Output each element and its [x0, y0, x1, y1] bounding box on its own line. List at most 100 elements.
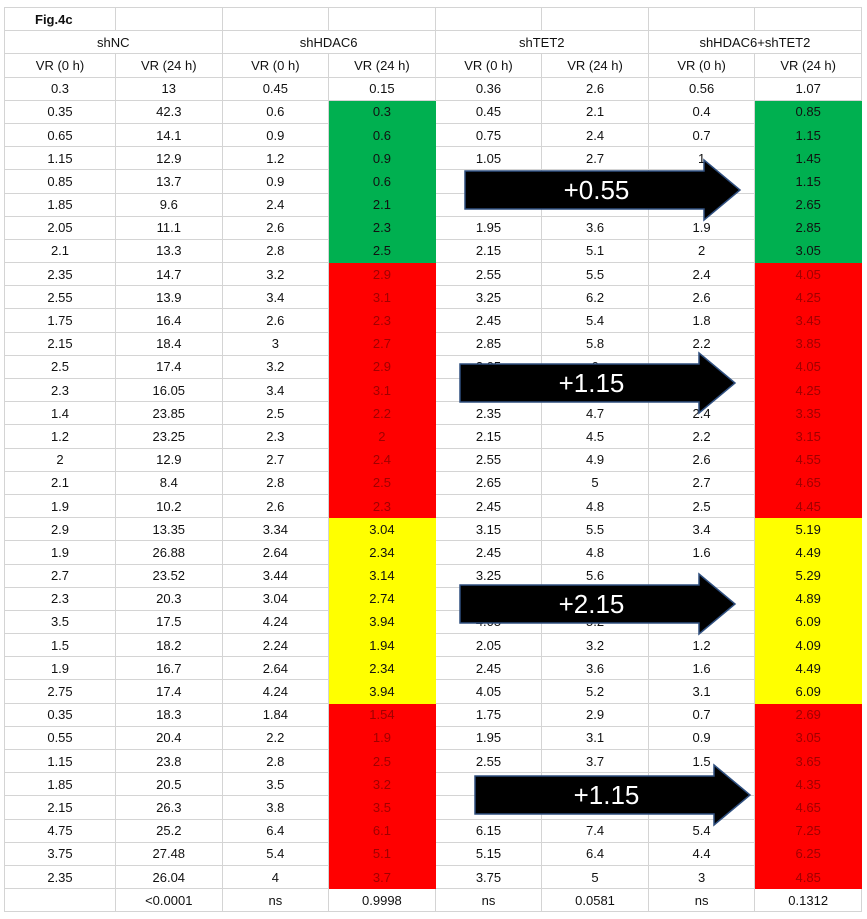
- cell: 0.55: [4, 725, 116, 751]
- cell: 1.15: [4, 748, 116, 774]
- cell: 0.9: [647, 725, 756, 751]
- cell: 3.5: [221, 772, 330, 797]
- cell: 2.6: [647, 285, 756, 310]
- cell: 6.25: [754, 841, 862, 866]
- cell: 4.89: [754, 586, 862, 611]
- cell: 5.2: [541, 679, 649, 704]
- cell: 2.6: [541, 76, 649, 101]
- cell: [434, 6, 543, 32]
- cell: 1.94: [328, 633, 436, 658]
- cell: 3.75: [4, 841, 116, 866]
- footer-row: <0.0001 ns 0.9998 ns 0.0581 ns 0.1312: [4, 888, 862, 913]
- arrow: +0.55: [464, 158, 742, 222]
- cell: 3.14: [328, 563, 436, 588]
- cell: 4.35: [754, 772, 862, 797]
- cell: 0.6: [328, 169, 436, 194]
- cell: 2.8: [221, 470, 330, 495]
- cell: 0.6: [328, 122, 436, 148]
- cell: 0.45: [221, 76, 330, 101]
- data-row: 0.35 18.3 1.84 1.54 1.75 2.9 0.7 2.69: [4, 702, 862, 727]
- cell: 25.2: [115, 818, 223, 843]
- cell: 2.15: [4, 331, 116, 356]
- cell: 3.2: [221, 262, 330, 287]
- cell: 4.49: [754, 540, 862, 565]
- cell: 18.2: [115, 633, 223, 658]
- cell: 2.5: [328, 238, 436, 264]
- cell: 0.65: [4, 122, 116, 148]
- cell: 3.4: [221, 377, 330, 403]
- data-row: 1.9 10.2 2.6 2.3 2.45 4.8 2.5 4.45: [4, 493, 862, 519]
- data-row: 2.55 13.9 3.4 3.1 3.25 6.2 2.6 4.25: [4, 285, 862, 310]
- cell: 5.5: [541, 262, 649, 287]
- data-row: 1.75 16.4 2.6 2.3 2.45 5.4 1.8 3.45: [4, 308, 862, 333]
- cell: 2.55: [434, 262, 543, 287]
- cell: 5: [541, 470, 649, 495]
- cell: 14.7: [115, 262, 223, 287]
- cell: 2.2: [647, 331, 756, 356]
- cell: 3.44: [221, 563, 330, 588]
- arrow-shape: [459, 351, 737, 415]
- group-row: shNC shHDAC6 shTET2 shHDAC6+shTET2: [4, 30, 863, 55]
- cell: 4.55: [754, 447, 862, 472]
- cell: 3.45: [754, 308, 862, 333]
- cell: 1.9: [647, 215, 756, 240]
- cell: 0.35: [4, 702, 116, 727]
- cell: 2.3: [328, 308, 436, 333]
- arrow-shape: [464, 158, 742, 222]
- cell: 5.19: [754, 517, 862, 542]
- cell: 4.8: [541, 540, 649, 565]
- cell: 2.1: [541, 99, 649, 124]
- cell: 4.05: [754, 354, 862, 380]
- cell: 3.2: [328, 772, 436, 797]
- column-header: VR (0 h): [4, 53, 116, 78]
- cell: 2.9: [328, 354, 436, 380]
- arrow: +2.15: [459, 572, 737, 636]
- cell: 1.75: [4, 308, 116, 333]
- cell: 3.1: [647, 679, 756, 704]
- cell: 1.2: [221, 146, 330, 171]
- arrow-shape: [459, 572, 737, 636]
- cell: 6.15: [434, 818, 543, 843]
- cell: 4.05: [754, 262, 862, 287]
- data-row: 2.7 23.52 3.44 3.14 3.25 5.6 5.29: [4, 563, 862, 588]
- cell: 3.05: [754, 725, 862, 751]
- cell: 3.15: [434, 517, 543, 542]
- arrow: +1.15: [474, 763, 752, 827]
- column-header: VR (24 h): [115, 53, 223, 78]
- cell: 1.9: [4, 656, 116, 681]
- cell: 6.09: [754, 679, 862, 704]
- cell: 3.1: [328, 285, 436, 310]
- data-row: 1.9 16.7 2.64 2.34 2.45 3.6 1.6 4.49: [4, 656, 862, 681]
- column-header: VR (24 h): [328, 53, 436, 78]
- column-header: VR (0 h): [647, 53, 756, 78]
- cell: 4.65: [754, 470, 862, 495]
- cell: 16.05: [115, 377, 223, 403]
- figure-label: Fig.4c: [4, 6, 116, 32]
- cell: 5.5: [541, 517, 649, 542]
- cell: 0.15: [328, 76, 436, 101]
- cell: 23.8: [115, 748, 223, 774]
- cell: 2.7: [4, 563, 116, 588]
- data-row: 1.15 12.9 1.2 0.9 1.05 2.7 1 1.45: [4, 146, 862, 171]
- cell: 0.36: [434, 76, 543, 101]
- data-table: Fig.4c shNC shHDAC6 shTET2 shHDAC6+shTET2 VR …: [4, 6, 863, 913]
- cell: 26.3: [115, 795, 223, 820]
- cell: 0.9: [221, 169, 330, 194]
- arrow-label: +2.15: [559, 589, 625, 619]
- cell: 3: [221, 331, 330, 356]
- cell: 2.55: [434, 447, 543, 472]
- cell: 12.9: [115, 146, 223, 171]
- cell: 1.9: [328, 725, 436, 751]
- cell: 6.09: [754, 609, 862, 635]
- cell: 18.3: [115, 702, 223, 727]
- cell: [541, 6, 649, 32]
- footer-cell: ns: [434, 888, 543, 913]
- cell: 2.15: [4, 795, 116, 820]
- cell: 2.74: [328, 586, 436, 611]
- cell: 0.3: [4, 76, 116, 101]
- cell: 6.1: [328, 818, 436, 843]
- data-row: 2.75 17.4 4.24 3.94 4.05 5.2 3.1 6.09: [4, 679, 862, 704]
- cell: 4.45: [754, 493, 862, 519]
- cell: 4.85: [754, 864, 862, 890]
